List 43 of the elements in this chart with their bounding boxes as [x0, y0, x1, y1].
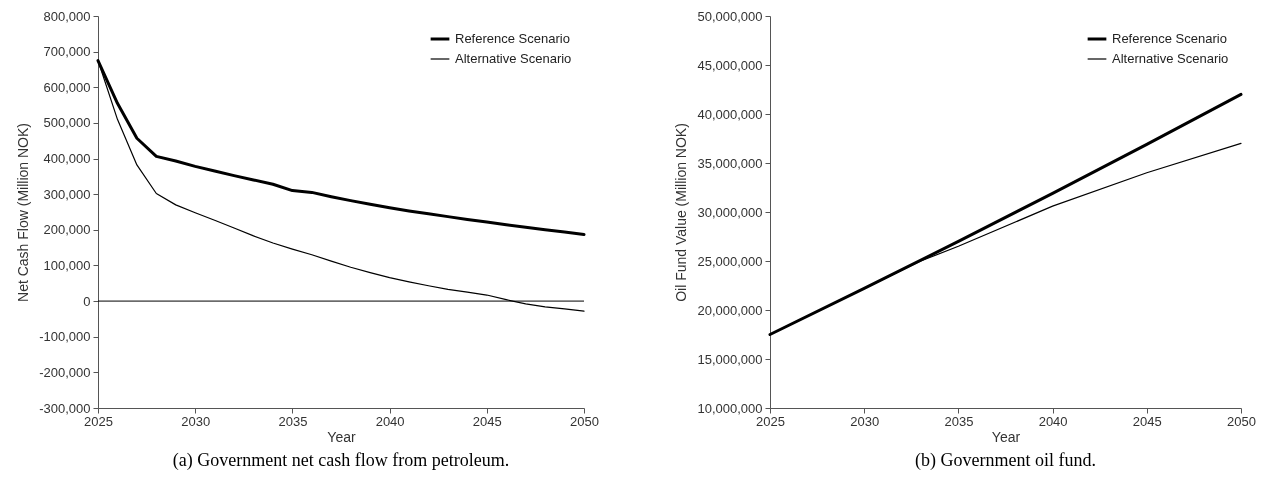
y-tick-label: 35,000,000: [697, 155, 763, 171]
x-tick-label: 2050: [570, 413, 599, 429]
y-tick-label: 45,000,000: [697, 57, 763, 73]
x-tick-label: 2035: [278, 413, 308, 429]
y-tick-label: 0: [83, 293, 91, 309]
y-tick-label: 20,000,000: [697, 302, 763, 318]
y-tick-label: 200,000: [43, 222, 91, 238]
x-tick-label: 2050: [1227, 413, 1256, 429]
y-axis-title: Net Cash Flow (Million NOK): [15, 123, 32, 302]
y-tick-label: 800,000: [43, 8, 91, 24]
x-tick-label: 2045: [472, 413, 502, 429]
text: (b) Government oil fund.: [915, 450, 1096, 471]
y-tick-label: 10,000,000: [697, 400, 763, 416]
x-axis-title: Year: [327, 428, 356, 445]
x-tick-label: 2025: [84, 413, 113, 429]
y-tick-label: 50,000,000: [697, 8, 763, 24]
x-tick-label: 2035: [944, 413, 974, 429]
y-tick-label: 40,000,000: [697, 106, 763, 122]
y-tick-label: -100,000: [39, 329, 91, 345]
x-tick-label: 2030: [850, 413, 880, 429]
y-tick-label: 700,000: [43, 44, 91, 60]
legend-label: Reference Scenario: [455, 31, 570, 46]
x-tick-label: 2045: [1132, 413, 1162, 429]
legend-label: Reference Scenario: [1112, 31, 1227, 46]
y-tick-label: 25,000,000: [697, 253, 763, 269]
y-tick-label: 15,000,000: [697, 351, 763, 367]
y-tick-label: 600,000: [43, 79, 91, 95]
x-axis-title: Year: [991, 428, 1021, 445]
y-tick-label: 400,000: [43, 151, 91, 167]
text: (a) Government net cash flow from petroleum.: [172, 450, 510, 471]
y-tick-label: 500,000: [43, 115, 91, 131]
y-tick-label: 30,000,000: [697, 204, 763, 220]
x-tick-label: 2030: [181, 413, 211, 429]
y-tick-label: -300,000: [39, 400, 91, 416]
x-tick-label: 2040: [1038, 413, 1068, 429]
legend-label: Alternative Scenario: [1112, 51, 1229, 66]
legend-label: Alternative Scenario: [455, 51, 572, 66]
y-tick-label: -200,000: [39, 364, 91, 380]
x-tick-label: 2040: [375, 413, 405, 429]
y-axis-title: Oil Fund Value (Million NOK): [673, 123, 690, 302]
y-tick-label: 300,000: [43, 186, 91, 202]
x-tick-label: 2025: [756, 413, 785, 429]
y-tick-label: 100,000: [43, 257, 91, 273]
